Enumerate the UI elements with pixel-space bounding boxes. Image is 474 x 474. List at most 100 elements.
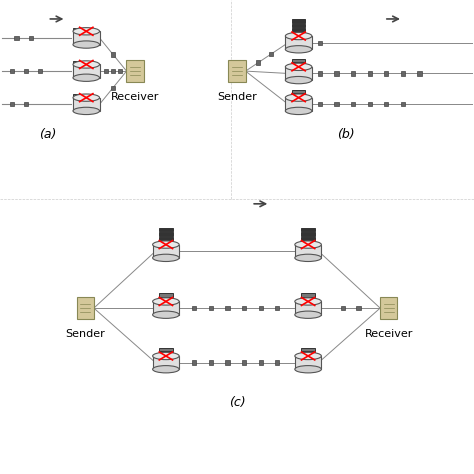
Bar [73, 61, 87, 64]
Bar [159, 237, 173, 240]
Bar [28, 36, 33, 40]
Bar [10, 69, 14, 73]
Bar [292, 94, 305, 97]
Bar [226, 306, 229, 310]
Bar [301, 241, 315, 244]
Bar [301, 228, 315, 231]
Bar [14, 36, 19, 40]
Bar [295, 301, 321, 315]
Bar [256, 60, 261, 64]
Ellipse shape [73, 41, 100, 48]
Bar [118, 69, 122, 73]
Bar [292, 19, 305, 23]
Bar [153, 301, 179, 315]
Ellipse shape [73, 27, 100, 35]
Bar [285, 36, 312, 49]
Ellipse shape [153, 311, 179, 319]
Bar [401, 72, 405, 76]
Bar [38, 69, 43, 73]
Bar [242, 360, 246, 365]
Bar [368, 102, 372, 106]
Bar [242, 306, 246, 310]
Bar [24, 69, 28, 73]
Bar [301, 232, 315, 236]
Bar [73, 98, 100, 111]
Bar [351, 102, 356, 106]
Ellipse shape [295, 365, 321, 373]
Bar [275, 306, 280, 310]
Bar [73, 32, 87, 36]
Ellipse shape [285, 63, 312, 71]
Bar [292, 63, 305, 66]
Bar [159, 348, 173, 351]
Bar [301, 237, 315, 240]
Bar [356, 306, 361, 310]
Ellipse shape [285, 94, 312, 101]
Text: Receiver: Receiver [365, 329, 413, 339]
Bar [259, 360, 263, 365]
Bar [24, 102, 28, 106]
FancyBboxPatch shape [228, 60, 246, 82]
Ellipse shape [295, 241, 321, 248]
Bar [301, 298, 315, 301]
Bar [259, 306, 263, 310]
Bar [401, 102, 405, 106]
Ellipse shape [285, 32, 312, 40]
Bar [292, 32, 305, 36]
Bar [292, 28, 305, 31]
Bar [111, 85, 115, 90]
Text: (b): (b) [337, 128, 355, 141]
Bar [285, 98, 312, 111]
Bar [301, 348, 315, 351]
Bar [153, 356, 179, 369]
Bar [159, 241, 173, 244]
FancyBboxPatch shape [127, 60, 144, 82]
Ellipse shape [73, 74, 100, 82]
Bar [192, 360, 196, 365]
Bar [153, 245, 179, 258]
Bar [159, 228, 173, 231]
Ellipse shape [285, 46, 312, 53]
Bar [73, 28, 87, 31]
Bar [73, 65, 87, 69]
Text: Sender: Sender [217, 92, 257, 102]
Bar [209, 306, 213, 310]
Bar [318, 72, 322, 76]
Bar [292, 59, 305, 62]
Bar [368, 72, 372, 76]
Bar [275, 360, 280, 365]
Bar [159, 298, 173, 301]
Bar [73, 64, 100, 78]
Bar [226, 360, 229, 365]
Bar [341, 306, 345, 310]
Bar [417, 72, 422, 76]
Ellipse shape [153, 298, 179, 305]
Ellipse shape [285, 107, 312, 115]
Bar [384, 72, 389, 76]
Bar [159, 232, 173, 236]
Text: Sender: Sender [65, 329, 105, 339]
Bar [285, 67, 312, 80]
Bar [292, 24, 305, 27]
Bar [295, 245, 321, 258]
Ellipse shape [153, 352, 179, 360]
Bar [192, 306, 196, 310]
Ellipse shape [73, 61, 100, 68]
Bar [73, 94, 87, 98]
Bar [351, 72, 356, 76]
Bar [159, 293, 173, 297]
Bar [111, 69, 115, 73]
Ellipse shape [295, 254, 321, 262]
Ellipse shape [73, 94, 100, 101]
Ellipse shape [73, 107, 100, 115]
Bar [384, 102, 389, 106]
Ellipse shape [153, 254, 179, 262]
Bar [73, 31, 100, 45]
Bar [318, 40, 322, 45]
Text: Receiver: Receiver [111, 92, 159, 102]
Bar [209, 360, 213, 365]
Bar [111, 52, 115, 57]
Text: (c): (c) [228, 396, 246, 409]
Bar [10, 102, 14, 106]
Ellipse shape [153, 365, 179, 373]
